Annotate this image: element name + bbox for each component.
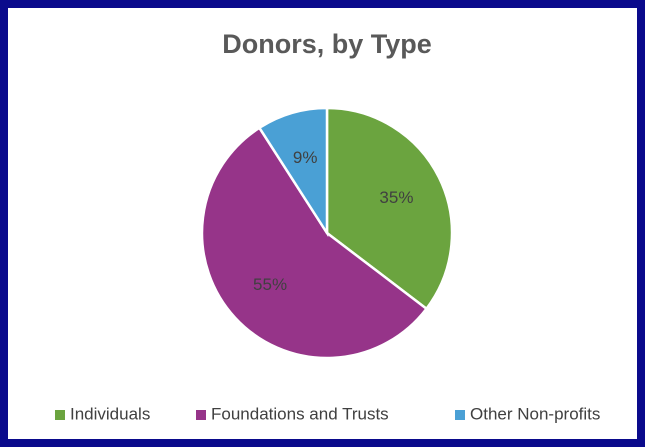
pie-slice [325, 106, 454, 311]
chart-title: Donors, by Type [222, 29, 432, 59]
pie-slice [200, 126, 429, 360]
legend-swatch [455, 410, 465, 420]
legend-label: Individuals [70, 404, 150, 423]
data-label: 35% [379, 188, 413, 207]
legend-label: Other Non-profits [470, 404, 600, 423]
legend-label: Foundations and Trusts [211, 404, 389, 423]
data-label: 55% [253, 275, 287, 294]
legend-swatch [55, 410, 65, 420]
legend-swatch [196, 410, 206, 420]
data-label: 9% [293, 148, 318, 167]
pie-slice [257, 106, 329, 238]
